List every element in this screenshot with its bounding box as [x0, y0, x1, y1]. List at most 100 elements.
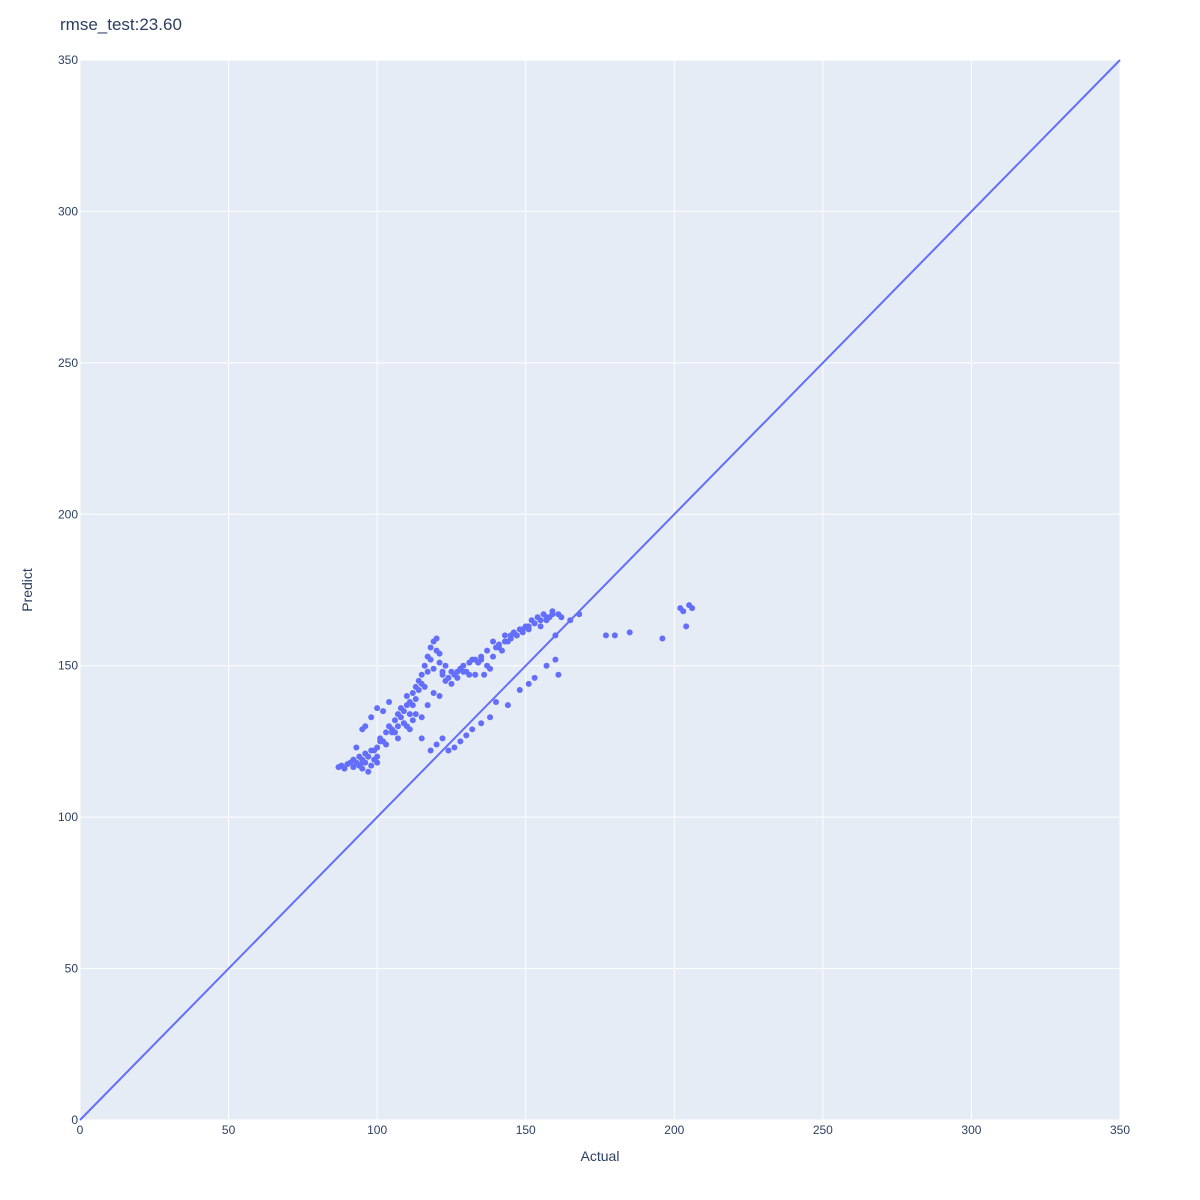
y-tick-label: 0 [71, 1113, 78, 1127]
data-point [689, 605, 696, 612]
data-point [445, 747, 452, 754]
x-axis-ticks: 0 50 100 150 200 250 300 350 [77, 1123, 1131, 1137]
data-point [576, 611, 583, 618]
data-point [359, 759, 366, 766]
data-point [430, 665, 437, 672]
data-point [409, 717, 416, 724]
data-point [454, 674, 461, 681]
data-point [611, 632, 618, 639]
data-point [683, 623, 690, 630]
y-tick-label: 100 [58, 810, 78, 824]
data-point [507, 632, 514, 639]
data-point [531, 620, 538, 627]
data-point [490, 653, 497, 660]
identity-line [79, 59, 1121, 1121]
data-point [433, 635, 440, 642]
scatter-points [335, 602, 696, 775]
reference-line-series [79, 59, 1121, 1121]
data-point [472, 671, 479, 678]
data-point [359, 765, 366, 772]
data-point [552, 656, 559, 663]
y-axis-title: Predict [19, 568, 35, 612]
data-point [481, 671, 488, 678]
data-point [427, 747, 434, 754]
y-tick-label: 150 [58, 659, 78, 673]
data-point [442, 677, 449, 684]
data-point [555, 671, 562, 678]
data-point [501, 638, 508, 645]
data-point [537, 623, 544, 630]
data-point [460, 668, 467, 675]
data-point [424, 702, 431, 709]
data-point [448, 680, 455, 687]
gridlines [79, 59, 1121, 1121]
data-point [478, 653, 485, 660]
x-tick-label: 300 [961, 1123, 981, 1137]
y-tick-label: 250 [58, 356, 78, 370]
data-point [558, 614, 565, 621]
y-tick-label: 50 [65, 962, 79, 976]
data-point [504, 702, 511, 709]
data-point [439, 735, 446, 742]
data-point [421, 662, 428, 669]
data-point [341, 765, 348, 772]
data-point [374, 759, 381, 766]
data-point [353, 744, 360, 751]
x-tick-label: 150 [516, 1123, 536, 1137]
x-tick-label: 250 [813, 1123, 833, 1137]
y-tick-label: 300 [58, 204, 78, 218]
data-point [567, 617, 574, 624]
data-point [383, 729, 390, 736]
data-point [380, 708, 387, 715]
data-point [454, 668, 461, 675]
data-point [525, 680, 532, 687]
data-point [552, 632, 559, 639]
data-point [400, 720, 407, 727]
data-point [659, 635, 666, 642]
data-point [409, 689, 416, 696]
data-point [516, 686, 523, 693]
data-point [374, 753, 381, 760]
data-point [424, 668, 431, 675]
data-point [409, 702, 416, 709]
data-point [371, 747, 378, 754]
data-point [484, 647, 491, 654]
data-point [487, 665, 494, 672]
data-point [368, 762, 375, 769]
data-point [602, 632, 609, 639]
data-point [397, 714, 404, 721]
x-tick-label: 200 [664, 1123, 684, 1137]
data-point [362, 723, 369, 730]
data-point [430, 689, 437, 696]
data-point [421, 683, 428, 690]
data-point [350, 764, 357, 771]
data-point [513, 632, 520, 639]
data-point [442, 662, 449, 669]
data-point [487, 714, 494, 721]
y-axis-ticks: 0 50 100 150 200 250 300 350 [58, 53, 78, 1127]
data-point [519, 626, 526, 633]
data-point [427, 656, 434, 663]
data-point [412, 711, 419, 718]
data-point [460, 662, 467, 669]
data-point [400, 708, 407, 715]
chart-title: rmse_test:23.60 [60, 15, 182, 34]
y-tick-label: 200 [58, 507, 78, 521]
data-point [386, 699, 393, 706]
data-point [436, 693, 443, 699]
data-point [680, 608, 687, 615]
data-point [394, 723, 401, 730]
data-point [365, 768, 372, 775]
data-point [478, 720, 485, 727]
data-point [501, 632, 508, 639]
data-point [391, 717, 398, 724]
data-point [415, 686, 422, 693]
data-point [537, 617, 544, 624]
data-point [418, 714, 425, 721]
y-tick-label: 350 [58, 53, 78, 67]
x-tick-label: 350 [1110, 1123, 1130, 1137]
data-point [365, 753, 372, 760]
x-tick-label: 100 [367, 1123, 387, 1137]
data-point [543, 662, 550, 669]
